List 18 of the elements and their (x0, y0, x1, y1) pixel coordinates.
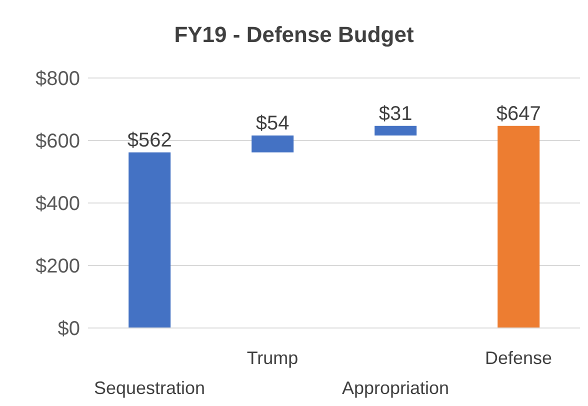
y-tick-label: $0 (58, 318, 80, 340)
y-tick-label: $200 (36, 256, 80, 278)
bar (128, 152, 171, 328)
y-tick-label: $600 (36, 130, 80, 153)
data-label: $562 (127, 129, 172, 152)
data-label: $647 (496, 102, 541, 125)
data-label: $54 (256, 112, 290, 134)
y-tick-label: $800 (36, 68, 80, 90)
bar (498, 126, 540, 328)
bar (374, 126, 417, 136)
x-tick-label: Defense (484, 348, 552, 368)
chart-title: FY19 - Defense Budget (173, 21, 415, 49)
bar (252, 136, 294, 152)
x-tick-label: Appropriation (342, 378, 450, 398)
data-label: $31 (378, 102, 412, 125)
x-tick-label: Sequestration (94, 378, 206, 398)
x-tick-label: Trump (246, 348, 298, 368)
y-tick-label: $400 (36, 193, 80, 216)
